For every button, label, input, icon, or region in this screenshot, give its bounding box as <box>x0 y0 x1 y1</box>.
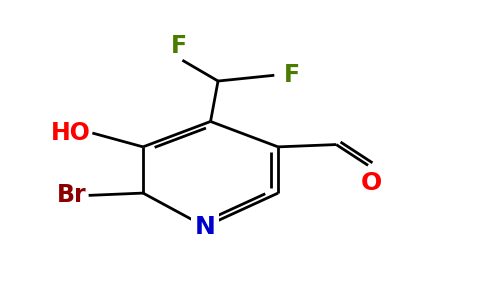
Text: F: F <box>284 63 300 87</box>
Text: O: O <box>361 171 382 195</box>
Text: F: F <box>170 34 187 58</box>
Text: N: N <box>195 214 215 239</box>
Text: HO: HO <box>51 121 91 145</box>
Text: N: N <box>195 214 215 239</box>
Text: Br: Br <box>57 183 87 207</box>
Text: N: N <box>195 214 215 239</box>
